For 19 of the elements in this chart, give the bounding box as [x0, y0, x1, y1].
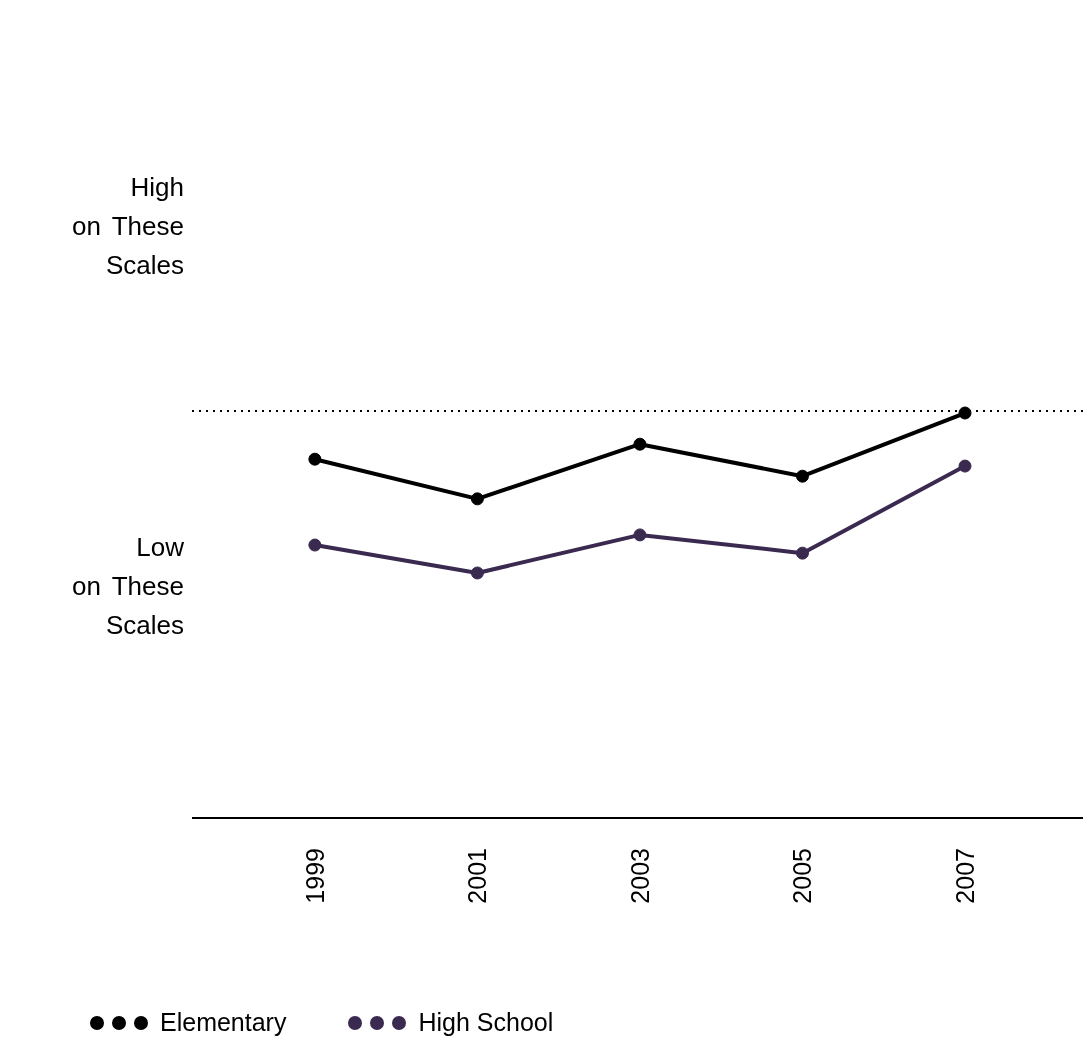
point	[470, 492, 484, 506]
legend-label: Elementary	[160, 1008, 287, 1037]
point	[633, 437, 647, 451]
x-tick-label: 2001	[463, 848, 492, 904]
point	[470, 566, 484, 580]
point	[633, 528, 647, 542]
x-tick-label: 1999	[300, 848, 329, 904]
point	[795, 469, 809, 483]
text: High on These Scales	[71, 171, 184, 282]
x-tick-label: 2007	[951, 848, 979, 904]
point	[958, 406, 972, 420]
text: Low on These Scales	[71, 531, 184, 642]
point	[795, 546, 809, 560]
point	[958, 459, 972, 473]
point	[308, 452, 322, 466]
point	[308, 538, 322, 552]
x-tick-label: 2005	[788, 848, 817, 904]
x-tick-label: 2003	[625, 848, 654, 904]
legend-label: High School	[418, 1008, 554, 1037]
